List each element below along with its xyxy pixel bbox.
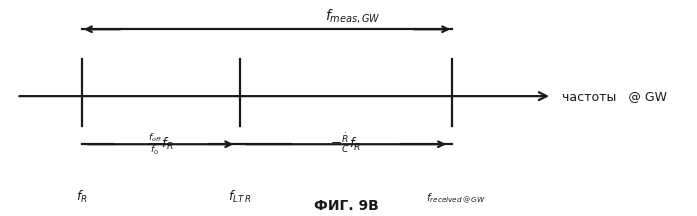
Text: $f_{LT\,R}$: $f_{LT\,R}$	[228, 189, 251, 205]
Text: ФИГ. 9В: ФИГ. 9В	[314, 199, 378, 213]
Text: $f_R$: $f_R$	[76, 189, 88, 205]
Text: $-\frac{\dot{R}}{C} f_R$: $-\frac{\dot{R}}{C} f_R$	[330, 132, 362, 156]
Text: частоты   @ GW: частоты @ GW	[562, 90, 667, 103]
Text: $f_{meas,GW}$: $f_{meas,GW}$	[325, 7, 381, 25]
Text: $\frac{f_{off}}{f_0} f_R$: $\frac{f_{off}}{f_0} f_R$	[148, 132, 174, 157]
Text: $f_{received\,@\,GW}$: $f_{received\,@\,GW}$	[426, 191, 486, 205]
